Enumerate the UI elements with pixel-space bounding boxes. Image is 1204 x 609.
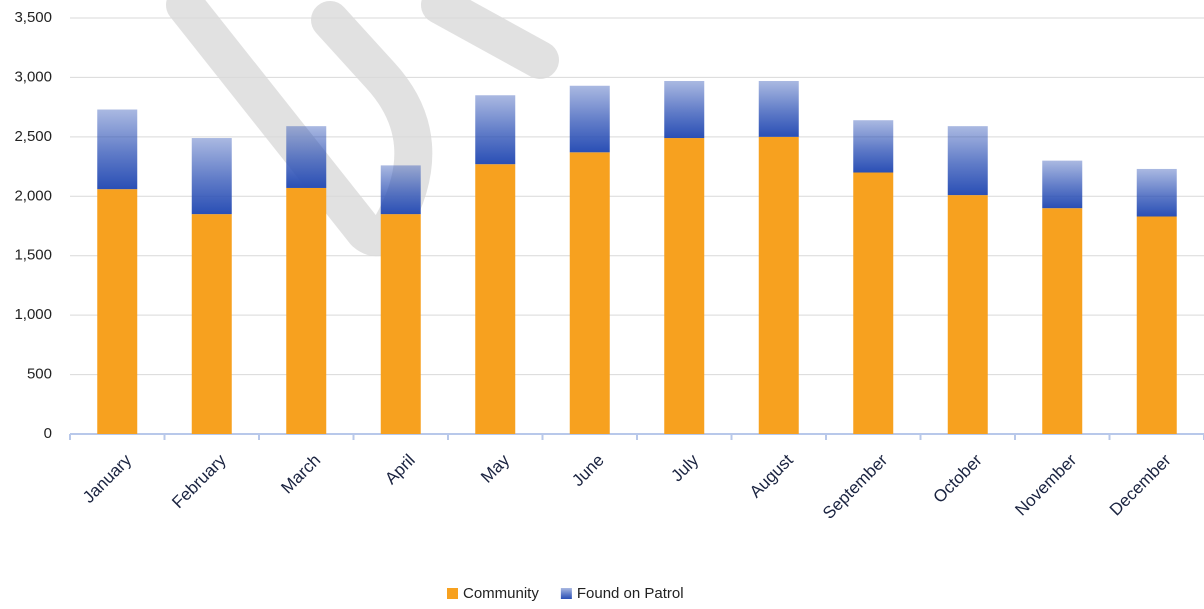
bar-segment bbox=[758, 136, 799, 434]
bar-segment bbox=[947, 195, 988, 434]
bar-segment bbox=[664, 138, 705, 434]
x-tick-label: April bbox=[381, 451, 418, 488]
bar-segment bbox=[286, 187, 327, 434]
x-tick-label: October bbox=[930, 450, 986, 506]
bar-segment bbox=[569, 152, 610, 434]
y-tick-label: 3,500 bbox=[14, 9, 52, 26]
legend-marker bbox=[560, 588, 572, 599]
bar-segment bbox=[1042, 208, 1083, 434]
bar-segment bbox=[191, 138, 232, 215]
legend-label: Community bbox=[463, 585, 539, 602]
y-tick-label: 500 bbox=[27, 366, 52, 383]
x-tick-label: January bbox=[79, 450, 136, 507]
bar-segment bbox=[380, 165, 421, 215]
x-tick-label: February bbox=[168, 450, 230, 512]
bar-segment bbox=[569, 85, 610, 153]
bar-segment bbox=[286, 126, 327, 188]
x-tick-label: September bbox=[819, 450, 891, 522]
x-tick-label: June bbox=[568, 451, 608, 491]
bar-segment bbox=[1042, 160, 1083, 209]
bar-segment bbox=[475, 164, 516, 435]
bar-segment bbox=[380, 214, 421, 434]
y-tick-label: 2,500 bbox=[14, 128, 52, 145]
bar-segment bbox=[97, 109, 138, 190]
x-tick-label: May bbox=[477, 450, 513, 486]
y-tick-label: 3,000 bbox=[14, 68, 52, 85]
x-tick-label: July bbox=[667, 450, 702, 485]
bar-segment bbox=[664, 80, 705, 139]
y-tick-label: 1,000 bbox=[14, 306, 52, 323]
bar-segment bbox=[853, 172, 894, 434]
y-tick-label: 2,000 bbox=[14, 187, 52, 204]
legend-marker bbox=[447, 588, 458, 599]
bar-segment bbox=[758, 80, 799, 137]
bar-segment bbox=[853, 120, 894, 173]
x-tick-label: March bbox=[277, 451, 324, 498]
bar-segment bbox=[1136, 168, 1177, 217]
y-tick-label: 1,500 bbox=[14, 247, 52, 264]
bar-segment bbox=[97, 189, 138, 434]
bar-segment bbox=[947, 126, 988, 196]
legend-label: Found on Patrol bbox=[577, 585, 684, 602]
y-tick-label: 0 bbox=[44, 425, 52, 442]
x-tick-label: August bbox=[746, 450, 797, 501]
bar-segment bbox=[191, 214, 232, 434]
x-tick-label: November bbox=[1011, 450, 1080, 519]
x-tick-label: December bbox=[1106, 450, 1175, 519]
bar-segment bbox=[1136, 216, 1177, 434]
bar-segment bbox=[475, 95, 516, 165]
